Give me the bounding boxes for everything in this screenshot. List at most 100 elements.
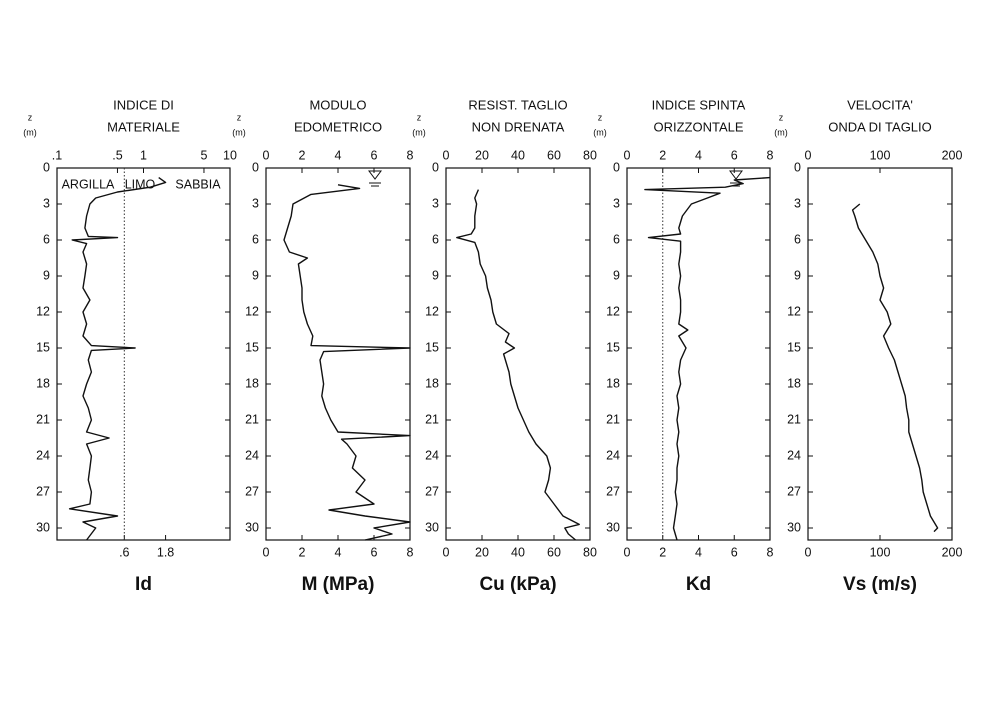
plot-frame — [807, 167, 953, 541]
plot-frame — [445, 167, 591, 541]
y-tick-label: 12 — [606, 304, 620, 318]
y-tick-label: 21 — [425, 412, 439, 426]
plot-frame — [265, 167, 411, 541]
y-tick-label: 3 — [613, 196, 620, 210]
y-tick-label: 24 — [36, 448, 50, 462]
y-tick-label: 30 — [787, 520, 801, 534]
x-tick-label: 2 — [299, 545, 306, 559]
x-tick-label: 2 — [659, 148, 666, 162]
x-tick-label: 6 — [371, 148, 378, 162]
profile-line — [851, 203, 939, 533]
y-tick-label: 6 — [432, 232, 439, 246]
y-label: z — [28, 112, 33, 122]
panel-title: MATERIALE — [107, 119, 180, 134]
y-tick-label: 18 — [36, 376, 50, 390]
x-tick-label: 100 — [870, 148, 891, 162]
y-tick-label: 0 — [613, 160, 620, 174]
y-unit: (m) — [593, 127, 607, 137]
profile-line — [283, 184, 411, 541]
profile-line — [456, 189, 580, 541]
y-tick-label: 27 — [245, 484, 259, 498]
y-tick-label: 30 — [606, 520, 620, 534]
y-unit: (m) — [412, 127, 426, 137]
x-tick-label: 6 — [371, 545, 378, 559]
y-tick-label: 21 — [36, 412, 50, 426]
y-label: z — [237, 112, 242, 122]
x-tick-label: 1.8 — [157, 545, 174, 559]
x-tick-label: 0 — [805, 148, 812, 162]
x-tick-label: 6 — [731, 148, 738, 162]
water-table — [368, 170, 743, 187]
y-label: z — [779, 112, 784, 122]
x-tick-label: 60 — [547, 545, 561, 559]
x-tick-label: 4 — [335, 148, 342, 162]
y-tick-label: 18 — [787, 376, 801, 390]
y-tick-label: 21 — [787, 412, 801, 426]
y-tick-label: 3 — [794, 196, 801, 210]
plot-frame — [56, 167, 231, 541]
y-tick-label: 21 — [606, 412, 620, 426]
y-tick-label: 12 — [245, 304, 259, 318]
y-tick-label: 0 — [432, 160, 439, 174]
y-tick-label: 27 — [36, 484, 50, 498]
x-tick-label: 0 — [624, 148, 631, 162]
x-tick-label: 8 — [767, 545, 774, 559]
y-tick-label: 15 — [787, 340, 801, 354]
x-tick-label: 60 — [547, 148, 561, 162]
y-tick-label: 6 — [43, 232, 50, 246]
y-tick-label: 24 — [787, 448, 801, 462]
panel-title: EDOMETRICO — [294, 119, 382, 134]
y-tick-label: 24 — [245, 448, 259, 462]
y-tick-label: 9 — [43, 268, 50, 282]
y-tick-label: 9 — [794, 268, 801, 282]
y-tick-label: 18 — [245, 376, 259, 390]
panel-title: INDICE SPINTA — [652, 97, 746, 112]
x-tick-label: 0 — [624, 545, 631, 559]
x-tick-label: 8 — [407, 148, 414, 162]
y-tick-label: 15 — [606, 340, 620, 354]
y-tick-label: 3 — [43, 196, 50, 210]
x-label: Kd — [686, 574, 711, 595]
x-tick-label: 200 — [942, 545, 963, 559]
x-label: Id — [135, 574, 152, 595]
x-tick-label: .6 — [119, 545, 129, 559]
y-tick-label: 9 — [432, 268, 439, 282]
x-tick-label: 2 — [299, 148, 306, 162]
x-tick-label: 0 — [443, 148, 450, 162]
y-tick-label: 27 — [425, 484, 439, 498]
profile-line — [644, 176, 771, 541]
panel-title: RESIST. TAGLIO — [468, 97, 567, 112]
x-tick-label: .1 — [52, 148, 62, 162]
annotation: SABBIA — [175, 177, 221, 191]
x-tick-label: 0 — [263, 545, 270, 559]
x-label: Cu (kPa) — [479, 574, 556, 595]
panel-title: VELOCITA' — [847, 97, 913, 112]
x-tick-label: 40 — [511, 148, 525, 162]
panel-title: NON DRENATA — [472, 119, 565, 134]
y-tick-label: 15 — [36, 340, 50, 354]
y-tick-label: 6 — [613, 232, 620, 246]
y-tick-label: 9 — [252, 268, 259, 282]
y-tick-label: 24 — [606, 448, 620, 462]
y-tick-label: 27 — [787, 484, 801, 498]
x-tick-label: 20 — [475, 148, 489, 162]
y-tick-label: 3 — [432, 196, 439, 210]
y-tick-label: 9 — [613, 268, 620, 282]
y-tick-label: 15 — [425, 340, 439, 354]
y-tick-label: 0 — [252, 160, 259, 174]
x-tick-label: 200 — [942, 148, 963, 162]
y-tick-label: 0 — [794, 160, 801, 174]
y-tick-label: 3 — [252, 196, 259, 210]
y-tick-label: 18 — [606, 376, 620, 390]
x-tick-label: 80 — [583, 148, 597, 162]
x-tick-label: 4 — [695, 545, 702, 559]
y-tick-label: 21 — [245, 412, 259, 426]
panel-title: MODULO — [309, 97, 366, 112]
panel-title: ONDA DI TAGLIO — [828, 119, 932, 134]
panel-title: INDICE DI — [113, 97, 174, 112]
x-label: Vs (m/s) — [843, 574, 917, 595]
x-tick-label: 8 — [407, 545, 414, 559]
y-tick-label: 12 — [425, 304, 439, 318]
